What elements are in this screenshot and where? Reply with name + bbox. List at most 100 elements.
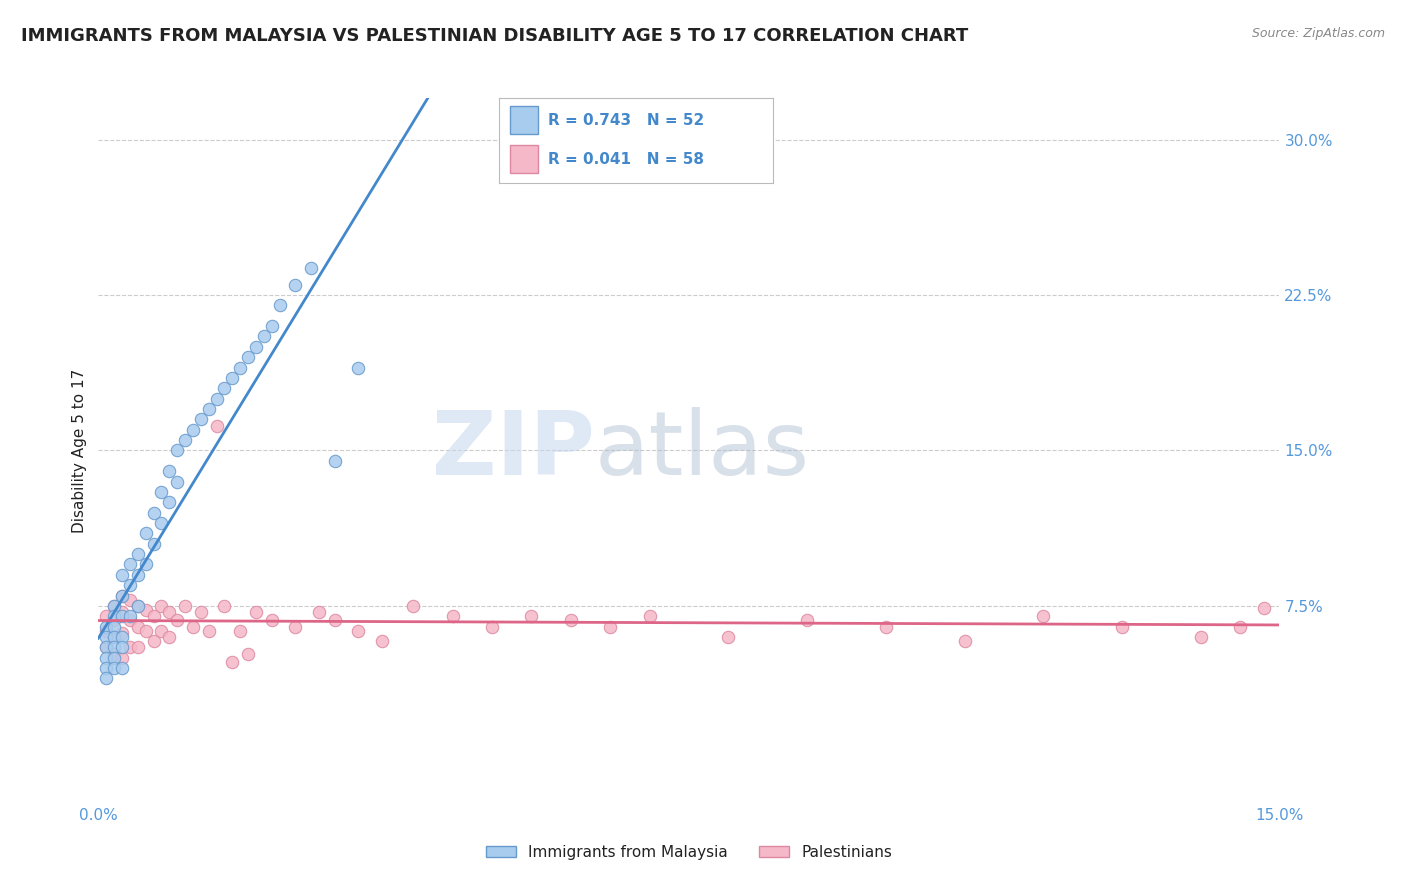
Point: [118, 640, 141, 655]
Point: [96, 630, 118, 644]
Point: [796, 614, 818, 628]
Point: [150, 624, 173, 638]
Point: [520, 609, 543, 624]
Point: [142, 634, 165, 648]
Point: [96, 640, 118, 655]
Point: [103, 647, 125, 661]
Point: [441, 609, 464, 624]
Point: [111, 589, 134, 603]
Point: [717, 630, 740, 644]
Point: [260, 614, 283, 628]
Point: [96, 619, 118, 633]
Point: [150, 484, 173, 499]
Point: [103, 650, 125, 665]
Point: [118, 614, 141, 628]
Point: [135, 526, 157, 541]
Point: [135, 558, 157, 572]
Point: [127, 599, 149, 613]
Point: [1111, 619, 1133, 633]
Point: [96, 609, 118, 624]
Text: R = 0.743   N = 52: R = 0.743 N = 52: [548, 113, 704, 128]
Text: IMMIGRANTS FROM MALAYSIA VS PALESTINIAN DISABILITY AGE 5 TO 17 CORRELATION CHART: IMMIGRANTS FROM MALAYSIA VS PALESTINIAN …: [21, 27, 969, 45]
Point: [118, 592, 141, 607]
Point: [111, 625, 134, 640]
Point: [111, 589, 134, 603]
Point: [181, 619, 204, 633]
Point: [323, 614, 346, 628]
Legend: Immigrants from Malaysia, Palestinians: Immigrants from Malaysia, Palestinians: [479, 838, 898, 865]
Point: [481, 619, 503, 633]
Point: [111, 567, 134, 582]
Point: [96, 624, 118, 638]
Point: [142, 537, 165, 551]
Point: [229, 624, 252, 638]
Bar: [510, 145, 537, 173]
Point: [103, 630, 125, 644]
Point: [157, 464, 180, 478]
Text: atlas: atlas: [595, 407, 810, 494]
Point: [308, 605, 330, 619]
Point: [127, 619, 149, 633]
Point: [197, 402, 219, 417]
Point: [197, 624, 219, 638]
Point: [142, 609, 165, 624]
Text: ZIP: ZIP: [432, 407, 595, 494]
Point: [111, 630, 134, 644]
Point: [157, 630, 180, 644]
Point: [599, 619, 621, 633]
Point: [371, 634, 394, 648]
Point: [174, 599, 197, 613]
Point: [245, 340, 267, 354]
Point: [111, 609, 134, 624]
Point: [245, 605, 267, 619]
Point: [103, 609, 125, 624]
Point: [157, 495, 180, 509]
Point: [205, 418, 228, 433]
Point: [118, 558, 141, 572]
Point: [127, 567, 149, 582]
Point: [150, 599, 173, 613]
Point: [111, 650, 134, 665]
Bar: [510, 106, 537, 134]
Point: [166, 475, 188, 489]
Point: [214, 381, 236, 395]
Point: [157, 605, 180, 619]
Point: [253, 329, 276, 343]
Point: [142, 506, 165, 520]
Point: [103, 614, 125, 628]
Point: [111, 640, 134, 655]
Point: [269, 298, 291, 312]
Text: R = 0.041   N = 58: R = 0.041 N = 58: [548, 152, 704, 167]
Point: [347, 624, 370, 638]
Point: [1229, 619, 1251, 633]
Point: [260, 319, 283, 334]
Point: [103, 599, 125, 613]
Point: [111, 605, 134, 619]
Point: [103, 640, 125, 655]
Point: [166, 614, 188, 628]
Point: [181, 423, 204, 437]
Point: [190, 412, 212, 426]
Point: [560, 614, 582, 628]
Point: [118, 609, 141, 624]
Point: [127, 640, 149, 655]
Point: [103, 630, 125, 644]
Point: [236, 647, 259, 661]
Point: [875, 619, 897, 633]
Point: [118, 578, 141, 592]
Point: [1253, 601, 1275, 615]
Point: [166, 443, 188, 458]
Point: [150, 516, 173, 530]
Point: [127, 547, 149, 561]
Point: [135, 624, 157, 638]
Point: [236, 350, 259, 364]
Point: [96, 661, 118, 675]
Point: [103, 599, 125, 613]
Point: [127, 599, 149, 613]
Point: [205, 392, 228, 406]
Point: [402, 599, 425, 613]
Point: [174, 433, 197, 447]
Point: [229, 360, 252, 375]
Point: [953, 634, 976, 648]
Point: [1189, 630, 1212, 644]
